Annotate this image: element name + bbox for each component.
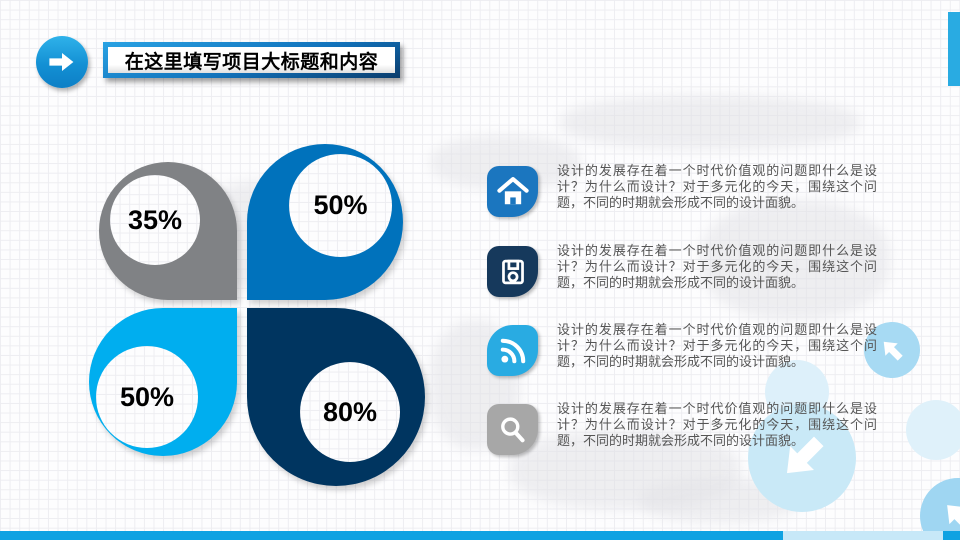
title-banner: 在这里填写项目大标题和内容: [103, 42, 400, 78]
footer-bar: [0, 531, 960, 540]
percent-label: 35%: [110, 175, 200, 265]
feature-row: 设计的发展存在着一个时代价值观的问题即什么是设计？为什么而设计？对于多元化的今天…: [487, 243, 877, 297]
accent-bar: [948, 12, 960, 86]
petal-top-left: 35%: [99, 162, 237, 300]
arrow-right-icon: [49, 53, 74, 71]
page-title: 在这里填写项目大标题和内容: [108, 47, 395, 73]
footer-bar-light-segment: [783, 531, 943, 540]
save-icon: [487, 246, 538, 297]
petal-bottom-right: 80%: [247, 308, 425, 486]
feature-text: 设计的发展存在着一个时代价值观的问题即什么是设计？为什么而设计？对于多元化的今天…: [557, 163, 877, 210]
search-icon: [487, 404, 538, 455]
decoration-circle: [906, 400, 960, 460]
feature-row: 设计的发展存在着一个时代价值观的问题即什么是设计？为什么而设计？对于多元化的今天…: [487, 322, 877, 376]
map-blob: [560, 95, 860, 150]
percent-label: 50%: [289, 154, 392, 257]
petal-top-right: 50%: [247, 144, 403, 300]
arrow-up-left-icon: [947, 505, 960, 532]
arrow-up-left-icon: [884, 342, 904, 362]
feature-text: 设计的发展存在着一个时代价值观的问题即什么是设计？为什么而设计？对于多元化的今天…: [557, 243, 877, 290]
map-blob: [700, 200, 890, 320]
home-icon: [487, 166, 538, 217]
rss-icon: [487, 325, 538, 376]
feature-row: 设计的发展存在着一个时代价值观的问题即什么是设计？为什么而设计？对于多元化的今天…: [487, 401, 877, 455]
arrow-down-left-icon: [786, 436, 824, 474]
petal-bottom-left: 50%: [89, 308, 237, 456]
decoration-arrow-circle: [748, 404, 856, 512]
percent-label: 50%: [96, 346, 198, 448]
percent-label: 80%: [300, 362, 400, 462]
feature-text: 设计的发展存在着一个时代价值观的问题即什么是设计？为什么而设计？对于多元化的今天…: [557, 401, 877, 448]
feature-text: 设计的发展存在着一个时代价值观的问题即什么是设计？为什么而设计？对于多元化的今天…: [557, 322, 877, 369]
feature-row: 设计的发展存在着一个时代价值观的问题即什么是设计？为什么而设计？对于多元化的今天…: [487, 163, 877, 217]
header-arrow-badge: [36, 36, 88, 88]
decoration-arrow-circle: [864, 322, 920, 378]
